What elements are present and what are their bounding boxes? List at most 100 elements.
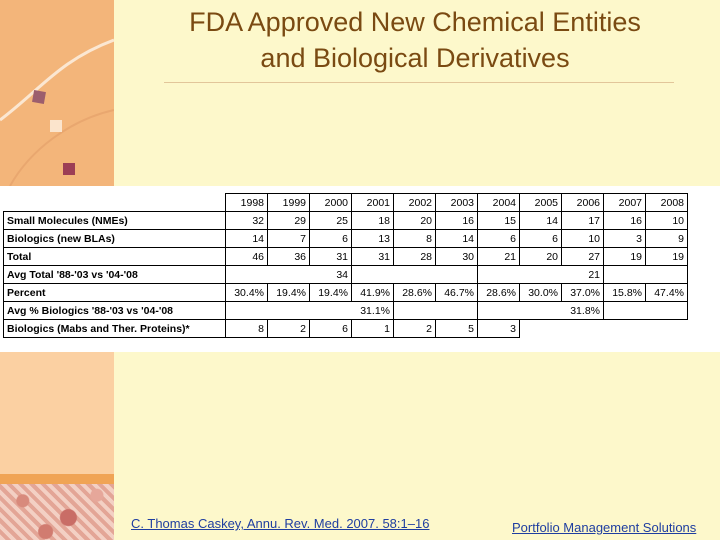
table-row: Avg % Biologics '88-'03 vs '04-'08 31.1%… [3, 301, 688, 320]
table-row: Total 46 36 31 31 28 30 21 20 27 19 19 [3, 247, 688, 266]
cell: 14 [225, 229, 268, 248]
cell: 28.6% [393, 283, 436, 302]
cell: 10 [645, 211, 688, 230]
cell: 28.6% [477, 283, 520, 302]
row-label: Percent [3, 283, 226, 302]
table-row: Biologics (new BLAs) 14 7 6 13 8 14 6 6 … [3, 229, 688, 248]
nce-approvals-table: 1998 1999 2000 2001 2002 2003 2004 2005 … [3, 193, 688, 338]
cell: 21 [477, 247, 520, 266]
cell: 6 [309, 319, 352, 338]
cell: 41.9% [351, 283, 394, 302]
cell: 10 [561, 229, 604, 248]
cell: 36 [267, 247, 310, 266]
year-header: 2003 [435, 193, 478, 212]
footer-brand-link[interactable]: Portfolio Management Solutions [512, 520, 697, 535]
cell: 17 [561, 211, 604, 230]
cell-empty [603, 301, 688, 320]
cell: 27 [561, 247, 604, 266]
cell: 37.0% [561, 283, 604, 302]
cell: 9 [645, 229, 688, 248]
year-header: 2005 [519, 193, 562, 212]
cell: 16 [603, 211, 646, 230]
left-pattern-tile [0, 484, 114, 540]
year-header: 2000 [309, 193, 352, 212]
cell: 20 [393, 211, 436, 230]
cell: 14 [519, 211, 562, 230]
title-divider [164, 82, 674, 83]
row-label: Biologics (new BLAs) [3, 229, 226, 248]
cell: 47.4% [645, 283, 688, 302]
cell: 5 [435, 319, 478, 338]
cell: 15 [477, 211, 520, 230]
left-mid-block [0, 352, 114, 478]
cell: 3 [477, 319, 520, 338]
cell-empty [393, 301, 478, 320]
cell: 6 [309, 229, 352, 248]
left-decorative-art [0, 0, 114, 186]
header-row: 1998 1999 2000 2001 2002 2003 2004 2005 … [4, 193, 688, 212]
cell: 8 [393, 229, 436, 248]
cell: 8 [225, 319, 268, 338]
cell-empty [351, 265, 478, 284]
left-orange-strip [0, 474, 114, 484]
table-panel: 1998 1999 2000 2001 2002 2003 2004 2005 … [0, 186, 720, 352]
cell: 46 [225, 247, 268, 266]
cell: 1 [351, 319, 394, 338]
cell: 6 [477, 229, 520, 248]
year-header: 2002 [393, 193, 436, 212]
swirl-decoration [0, 38, 114, 186]
row-label: Avg Total '88-'03 vs '04-'08 [3, 265, 226, 284]
year-header: 1999 [267, 193, 310, 212]
cell: 25 [309, 211, 352, 230]
cell: 31 [309, 247, 352, 266]
cell: 2 [267, 319, 310, 338]
cell: 20 [519, 247, 562, 266]
table-row: Percent 30.4% 19.4% 19.4% 41.9% 28.6% 46… [3, 283, 688, 302]
table-row: Biologics (Mabs and Ther. Proteins)* 8 2… [3, 319, 688, 338]
cell: 18 [351, 211, 394, 230]
row-label: Avg % Biologics '88-'03 vs '04-'08 [3, 301, 226, 320]
cell: 30.0% [519, 283, 562, 302]
title-line-2: and Biological Derivatives [260, 43, 570, 73]
cell: 32 [225, 211, 268, 230]
cell: 6 [519, 229, 562, 248]
year-header: 2001 [351, 193, 394, 212]
cell: 19 [603, 247, 646, 266]
slide-title: FDA Approved New Chemical Entities and B… [120, 4, 710, 76]
cell: 13 [351, 229, 394, 248]
citation-link[interactable]: C. Thomas Caskey, Annu. Rev. Med. 2007. … [131, 516, 430, 531]
cell: 31.8% [477, 301, 604, 320]
year-header: 2006 [561, 193, 604, 212]
year-header: 1998 [225, 193, 268, 212]
row-label: Biologics (Mabs and Ther. Proteins)* [3, 319, 226, 338]
cell: 19.4% [267, 283, 310, 302]
year-header: 2004 [477, 193, 520, 212]
cell: 3 [603, 229, 646, 248]
cell: 15.8% [603, 283, 646, 302]
header-corner [4, 194, 226, 212]
title-line-1: FDA Approved New Chemical Entities [189, 7, 641, 37]
cell: 19 [645, 247, 688, 266]
cell-empty [520, 320, 688, 338]
cell: 16 [435, 211, 478, 230]
cell: 30.4% [225, 283, 268, 302]
cell: 29 [267, 211, 310, 230]
row-label: Total [3, 247, 226, 266]
table-row: Small Molecules (NMEs) 32 29 25 18 20 16… [3, 211, 688, 230]
cell: 21 [477, 265, 604, 284]
year-header: 2007 [603, 193, 646, 212]
cell: 14 [435, 229, 478, 248]
row-label: Small Molecules (NMEs) [3, 211, 226, 230]
cell: 19.4% [309, 283, 352, 302]
cell: 2 [393, 319, 436, 338]
table-row: Avg Total '88-'03 vs '04-'08 34 21 [3, 265, 688, 284]
cell: 30 [435, 247, 478, 266]
year-header: 2008 [645, 193, 688, 212]
cell: 28 [393, 247, 436, 266]
cell: 46.7% [435, 283, 478, 302]
cell: 34 [225, 265, 352, 284]
cell: 31.1% [225, 301, 394, 320]
cell-empty [603, 265, 688, 284]
cell: 7 [267, 229, 310, 248]
cell: 31 [351, 247, 394, 266]
